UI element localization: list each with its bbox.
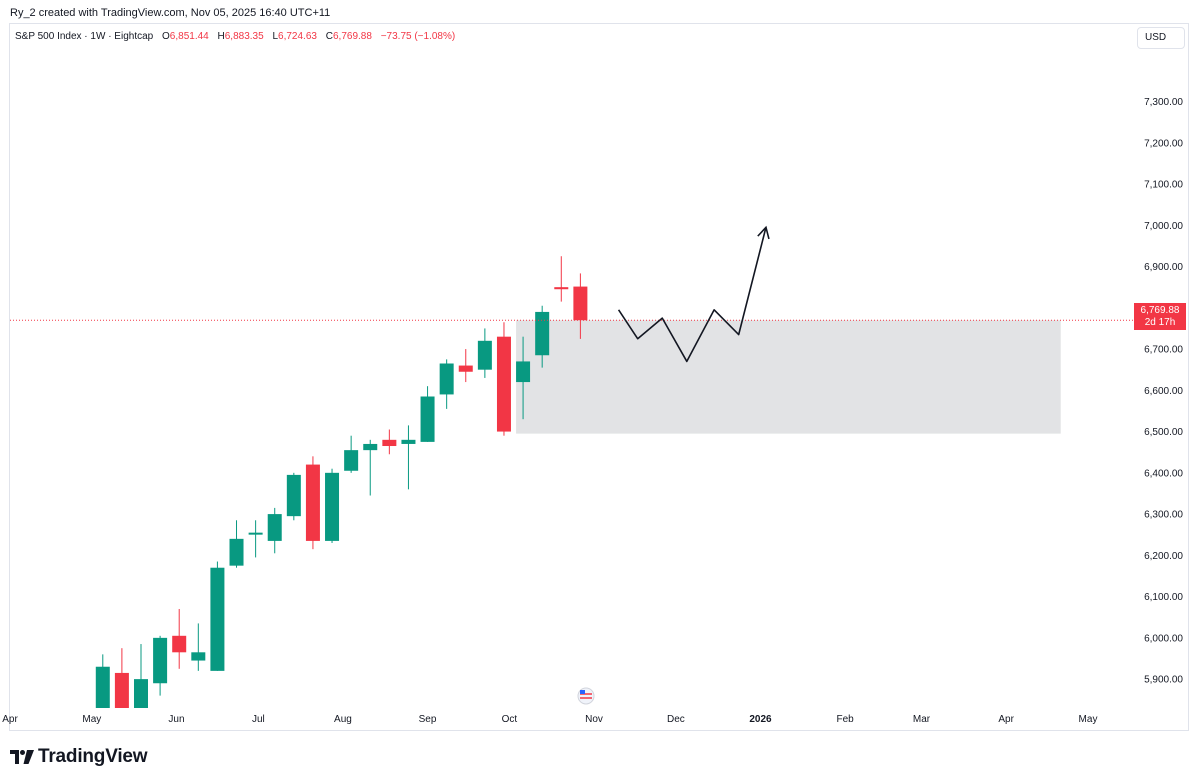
tradingview-brand[interactable]: TradingView [10, 746, 148, 768]
y-tick-label: 7,300.00 [1144, 97, 1183, 108]
candle-body [267, 514, 282, 541]
candle-body [363, 443, 378, 451]
candle-body [305, 464, 320, 541]
last-price-label: 6,769.88 [1140, 305, 1180, 316]
candle-body [114, 672, 129, 708]
candle-body [325, 472, 340, 541]
x-tick-label: Feb [836, 714, 854, 725]
candle-body [210, 567, 225, 671]
candle-body [458, 365, 473, 372]
candle-body [516, 361, 531, 383]
x-tick-label: Apr [2, 714, 18, 725]
candle-body [477, 340, 492, 370]
flag-canton [580, 690, 585, 694]
y-tick-label: 6,700.00 [1144, 345, 1183, 356]
x-tick-label: Mar [913, 714, 931, 725]
x-tick-label: Apr [998, 714, 1014, 725]
chart-attribution: Ry_2 created with TradingView.com, Nov 0… [10, 7, 331, 19]
y-tick-label: 6,900.00 [1144, 262, 1183, 273]
y-tick-label: 6,400.00 [1144, 468, 1183, 479]
candle-body [191, 652, 206, 661]
y-tick-label: 6,000.00 [1144, 633, 1183, 644]
candle-body [439, 363, 454, 395]
open-value: 6,851.44 [169, 31, 209, 42]
brand-name: TradingView [38, 746, 148, 767]
x-tick-label: Jun [168, 714, 184, 725]
x-tick-label: May [1079, 714, 1098, 725]
y-tick-label: 6,500.00 [1144, 427, 1183, 438]
symbol-legend: S&P 500 Index · 1W · Eightcap O6,851.44 … [15, 31, 455, 42]
tradingview-logo-icon [10, 750, 34, 764]
candle-body [535, 311, 550, 356]
open-label: O [162, 31, 170, 42]
y-tick-label: 6,100.00 [1144, 592, 1183, 603]
candle-body [153, 637, 168, 684]
candle-body [248, 532, 263, 535]
high-value: 6,883.35 [224, 31, 264, 42]
chart-frame [9, 23, 1189, 731]
candle-body [401, 439, 416, 444]
projection-path [617, 227, 767, 363]
change-value: −73.75 (−1.08%) [380, 31, 456, 42]
candle-body [496, 336, 511, 432]
y-tick-label: 7,100.00 [1144, 180, 1183, 191]
x-tick-label: Nov [585, 714, 603, 725]
low-value: 6,724.63 [278, 31, 317, 42]
candle-body [382, 439, 397, 447]
x-tick-label: 2026 [749, 714, 772, 725]
candle-body [229, 538, 244, 566]
x-tick-label: Aug [334, 714, 352, 725]
projection-arrow-head [757, 225, 770, 240]
last-price-badge: 6,769.88 2d 17h [1134, 303, 1186, 330]
x-tick-label: Jul [252, 714, 265, 725]
low-label: L [272, 31, 279, 42]
currency-button[interactable]: USD [1137, 27, 1185, 49]
x-tick-label: Sep [419, 714, 437, 725]
y-tick-label: 6,600.00 [1144, 386, 1183, 397]
close-label: C [325, 31, 333, 42]
symbol-name[interactable]: S&P 500 Index · 1W · Eightcap [15, 31, 154, 42]
x-tick-label: May [82, 714, 101, 725]
close-value: 6,769.88 [332, 31, 372, 42]
y-tick-label: 6,300.00 [1144, 510, 1183, 521]
high-label: H [217, 31, 225, 42]
candle-body [554, 287, 569, 290]
bar-countdown: 2d 17h [1144, 317, 1176, 328]
x-tick-label: Dec [667, 714, 685, 725]
support-zone [516, 320, 1061, 434]
candle-body [172, 635, 187, 653]
candle-body [133, 679, 148, 708]
x-tick-label: Oct [502, 714, 518, 725]
y-tick-label: 6,200.00 [1144, 551, 1183, 562]
candle-body [573, 286, 588, 321]
y-tick-label: 5,900.00 [1144, 675, 1183, 686]
candle-body [286, 474, 301, 517]
candle-body [420, 396, 435, 442]
candle-body [344, 450, 359, 471]
y-tick-label: 7,200.00 [1144, 138, 1183, 149]
y-tick-label: 7,000.00 [1144, 221, 1183, 232]
candle-body [95, 666, 110, 708]
